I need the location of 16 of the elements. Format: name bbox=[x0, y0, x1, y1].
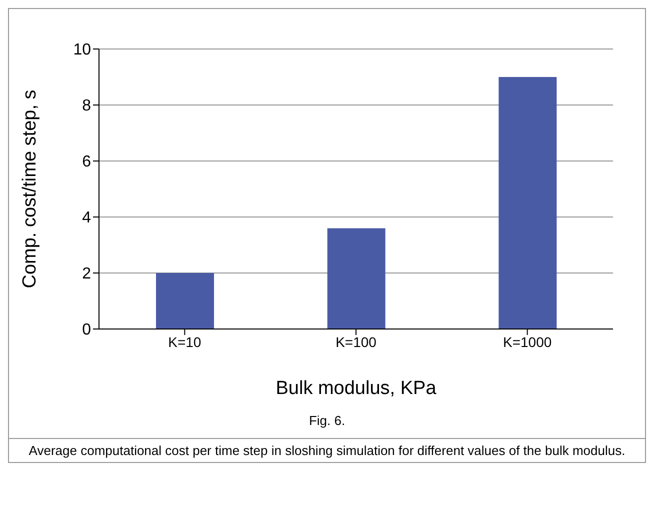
bar bbox=[327, 228, 386, 329]
caption: Fig. 6. bbox=[308, 412, 346, 430]
y-tick-label: 6 bbox=[82, 154, 92, 171]
x-axis-title: Bulk modulus, KPa bbox=[276, 378, 437, 399]
bar bbox=[498, 77, 557, 329]
y-tick-label: 4 bbox=[82, 210, 92, 227]
x-tick-label: K=10 bbox=[168, 334, 202, 350]
bar bbox=[156, 273, 214, 329]
y-tick-label: 2 bbox=[82, 266, 92, 283]
text: Average computational cost per time step in sloshing simulation for different values of the bulk modulus. bbox=[9, 438, 645, 462]
x-tick-label: K=1000 bbox=[502, 334, 552, 350]
y-axis-title: Comp. cost/time step, s bbox=[20, 90, 41, 288]
y-tick-label: 8 bbox=[82, 98, 92, 115]
y-tick-label: 0 bbox=[82, 322, 92, 339]
y-tick-label: 10 bbox=[73, 42, 92, 59]
x-tick-label: K=100 bbox=[336, 334, 377, 350]
